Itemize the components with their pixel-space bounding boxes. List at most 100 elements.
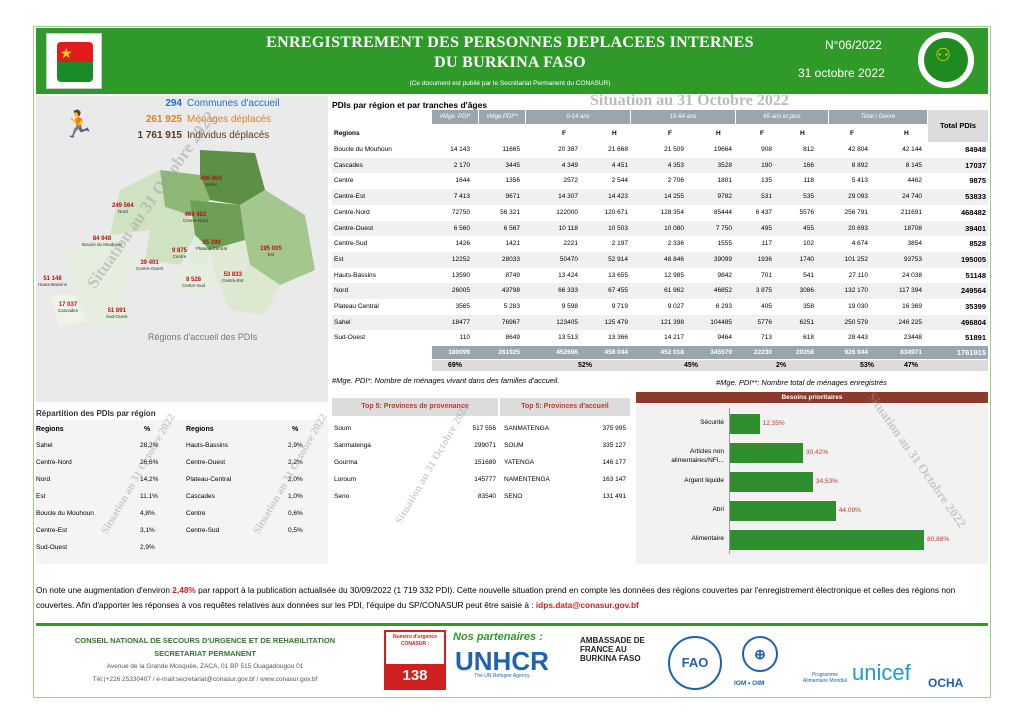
table-header: #Mge. PDI* #Mge.PDI** 0-14 ans 15-64 ans… bbox=[332, 110, 988, 124]
map-label-centre-nord: 468 482 Centre-Nord bbox=[183, 212, 208, 223]
row-cell: 9 598 bbox=[561, 303, 578, 310]
row-region: Nord bbox=[334, 287, 349, 295]
grand-total: 1761915 bbox=[956, 348, 986, 357]
map-label-centre-est: 53 833 Centre-Est bbox=[222, 272, 244, 283]
issue-number: N°06/2022 bbox=[825, 38, 882, 52]
rep-right-pct: 2,9% bbox=[288, 442, 303, 449]
bar-category-label: Argent liquide bbox=[684, 477, 724, 484]
sum-cell: 22230 bbox=[753, 349, 772, 356]
row-cell: 20 693 bbox=[848, 224, 868, 232]
row-cell: 6 437 bbox=[755, 208, 772, 216]
row-cell: 13 366 bbox=[608, 334, 628, 342]
rep-right-region: Hauts-Bassins bbox=[186, 442, 228, 449]
row-cell: 4462 bbox=[907, 177, 922, 185]
row-cell: 27 110 bbox=[848, 271, 868, 279]
chart-axis bbox=[729, 408, 730, 554]
row-region: Boucle du Mouhoun bbox=[334, 146, 392, 153]
row-cell: 118 bbox=[803, 177, 814, 185]
provenance-name: Seno bbox=[334, 493, 350, 500]
row-cell: 1936 bbox=[757, 255, 772, 263]
provenance-name: Soum bbox=[334, 425, 351, 432]
row-cell: 541 bbox=[803, 271, 814, 279]
row-cell: 18477 bbox=[451, 318, 470, 326]
coat-of-arms-logo: ★ bbox=[46, 33, 102, 89]
row-cell: 4 349 bbox=[561, 161, 578, 169]
row-cell: 13 513 bbox=[558, 334, 578, 342]
row-cell: 701 bbox=[761, 271, 772, 279]
rep-right-region: Centre bbox=[186, 510, 206, 517]
sum-cell: 180099 bbox=[448, 349, 470, 356]
map-label-centre-ouest: 39 401 Centre-Ouest bbox=[136, 260, 164, 271]
row-cell: 104485 bbox=[710, 318, 732, 326]
row-cell: 14 143 bbox=[450, 146, 470, 153]
row-cell: 18708 bbox=[903, 224, 922, 232]
rep-left-pct: 4,8% bbox=[140, 510, 155, 517]
contact-email-link[interactable]: idps.data@conasur.gov.bf bbox=[535, 600, 639, 610]
note-mge-pdi: #Mge. PDI*: Nombre de ménages vivant dan… bbox=[332, 376, 560, 385]
row-cell: 3528 bbox=[717, 161, 732, 169]
map-label-hauts-bassins: 51 148 Hauts-Bassins bbox=[38, 276, 68, 287]
rep-header-pct-right: % bbox=[292, 426, 299, 433]
row-cell: 61 962 bbox=[664, 287, 684, 295]
accueil-value: 375 995 bbox=[602, 425, 627, 432]
row-cell: 123405 bbox=[556, 318, 578, 326]
bar-category-label: Abri bbox=[712, 506, 724, 513]
rep-right-pct: 2,0% bbox=[288, 476, 303, 483]
row-cell: 101 252 bbox=[844, 255, 869, 263]
row-cell: 2572 bbox=[563, 177, 578, 185]
row-cell: 2 336 bbox=[667, 240, 684, 248]
row-cell: 3445 bbox=[505, 161, 520, 169]
accueil-value: 163 147 bbox=[602, 476, 627, 483]
bar-4 bbox=[730, 530, 925, 550]
displaced-person-icon: 🏃 bbox=[62, 110, 95, 140]
row-region: Sahel bbox=[334, 318, 351, 326]
row-region: Centre-Sud bbox=[334, 240, 368, 248]
row-cell: 12 985 bbox=[664, 271, 684, 279]
row-cell: 8749 bbox=[505, 271, 520, 279]
header-subtitle: (Ce document est publié par le Secrétari… bbox=[409, 80, 611, 87]
provenance-name: Sanmatenga bbox=[334, 442, 371, 449]
rep-header-pct-left: % bbox=[144, 426, 151, 433]
sum-cell: 20358 bbox=[795, 349, 814, 356]
emergency-number: 138 bbox=[386, 664, 444, 688]
page-frame bbox=[33, 26, 991, 698]
note-mge-pdi2: #Mge. PDI**: Nombre total de ménages enr… bbox=[716, 378, 887, 387]
rep-header-region-left: Regions bbox=[36, 426, 64, 433]
sum-cell: 452 018 bbox=[660, 349, 685, 356]
row-region: Plateau Central bbox=[334, 303, 379, 310]
row-cell: 1426 bbox=[455, 240, 470, 248]
row-cell: 85444 bbox=[713, 208, 732, 216]
row-cell: 128 354 bbox=[660, 208, 685, 216]
row-cell: 76967 bbox=[501, 318, 520, 326]
chart-title: Besoins prioritaires bbox=[636, 392, 988, 403]
row-cell: 13 424 bbox=[558, 271, 578, 279]
footer-organization: CONSEIL NATIONAL DE SECOURS D'URGENCE ET… bbox=[74, 636, 336, 683]
row-cell: 908 bbox=[761, 146, 772, 153]
map-label-sud-ouest: 51 891 Sud-Ouest bbox=[106, 308, 128, 319]
table-row: Sud-Ouest 110 8649 13 513 13 366 14 217 9464 71… bbox=[332, 330, 988, 346]
bar-value-label: 34,53% bbox=[815, 478, 838, 485]
row-cell: 21 668 bbox=[608, 146, 628, 153]
unhcr-logo: UNHCR The UN Refugee Agency bbox=[455, 646, 549, 679]
rep-left-region: Sahel bbox=[36, 442, 53, 449]
header-age1: 0-14 ans bbox=[526, 110, 630, 124]
row-cell: 14 255 bbox=[664, 193, 684, 201]
issue-date: 31 octobre 2022 bbox=[798, 66, 885, 80]
row-cell: 28033 bbox=[501, 255, 520, 263]
map-label-boucle-du-mouhoun: 84 948 Boucle du Mouhoun bbox=[82, 236, 123, 247]
row-cell: 9 719 bbox=[611, 303, 628, 310]
row-cell: 52 914 bbox=[608, 255, 628, 263]
row-cell: 2 706 bbox=[667, 177, 684, 185]
row-cell: 24 038 bbox=[902, 271, 922, 279]
table-row: Centre-Sud 1426 1421 2221 2 197 2 336 1555 117 1… bbox=[332, 236, 988, 252]
row-cell: 8 892 bbox=[851, 161, 868, 169]
row-cell: 2 197 bbox=[611, 240, 628, 248]
row-cell: 1740 bbox=[799, 255, 814, 263]
table-row: Centre-Ouest 6 560 6 567 10 118 10 503 10 080… bbox=[332, 220, 988, 237]
row-cell: 42 804 bbox=[848, 146, 868, 153]
row-cell: 13590 bbox=[451, 271, 470, 279]
row-cell: 246 225 bbox=[898, 318, 923, 326]
header-total-genre: Total / Genre bbox=[829, 110, 927, 124]
row-cell: 110 bbox=[459, 334, 470, 342]
row-cell: 23448 bbox=[903, 334, 922, 342]
